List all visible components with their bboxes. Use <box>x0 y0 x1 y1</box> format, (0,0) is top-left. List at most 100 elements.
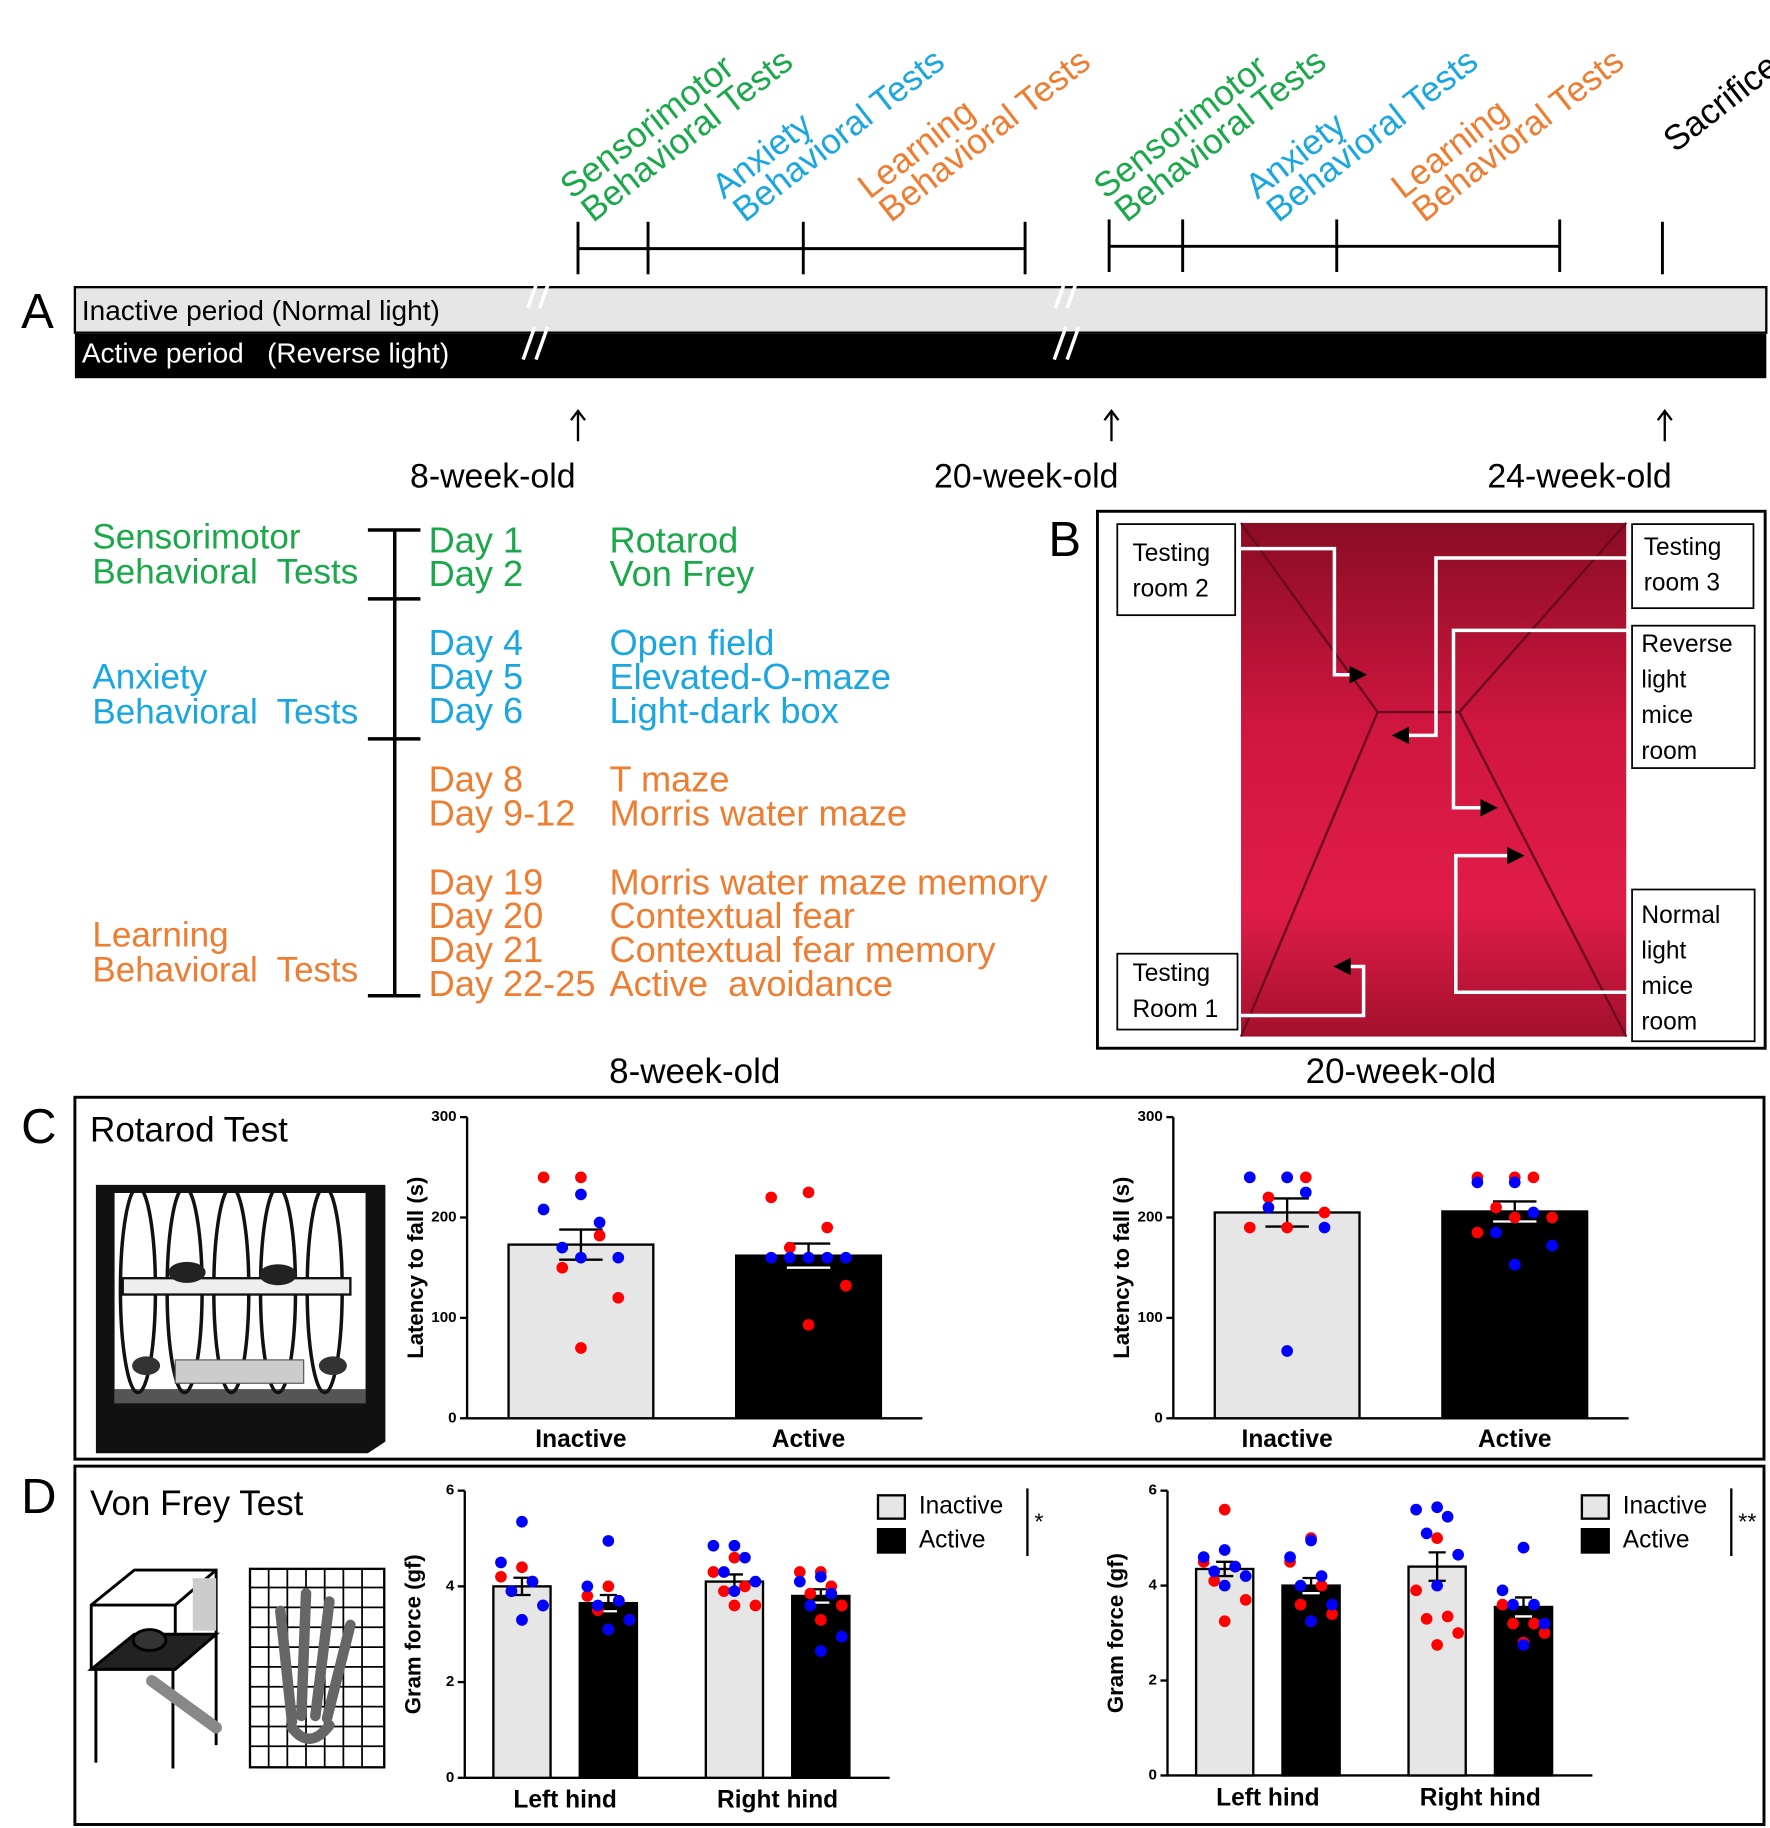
data-point <box>835 1630 848 1643</box>
photo-label: mice <box>1641 973 1693 1000</box>
callout-lines <box>1235 546 1633 1018</box>
photo-label: light <box>1641 667 1686 694</box>
data-point <box>802 1319 815 1331</box>
data-point <box>1294 1598 1307 1611</box>
x-tick-label: Active <box>1478 1426 1552 1453</box>
data-point <box>1431 1579 1443 1592</box>
legend-swatch <box>876 1528 907 1554</box>
photo-label: room <box>1641 738 1697 765</box>
data-point <box>602 1623 615 1636</box>
significance-label: * <box>1034 1509 1043 1535</box>
data-point <box>793 1566 806 1578</box>
timeline: Inactive period (Normal light) Active pe… <box>73 219 1768 442</box>
bar <box>507 1243 655 1420</box>
y-tick-label: 200 <box>1138 1208 1163 1225</box>
panel-label: D <box>21 1470 56 1524</box>
data-point <box>1281 1345 1293 1357</box>
schedule-test: Elevated-O-maze <box>610 656 891 697</box>
schedule-day: Day 2 <box>429 553 523 594</box>
data-point <box>495 1556 507 1569</box>
data-point <box>707 1566 720 1578</box>
rotarod-illustration <box>95 1184 386 1454</box>
data-point <box>1517 1541 1530 1554</box>
panel-d-frame <box>73 1464 1766 1826</box>
schedule-day: Day 4 <box>429 622 523 663</box>
active-label: Active period (Reverse light) <box>82 337 449 368</box>
hallway-photo <box>1241 522 1627 1037</box>
data-point <box>707 1539 720 1552</box>
schedule-group-name: Behavioral Tests <box>92 553 358 592</box>
data-point <box>1490 1201 1502 1214</box>
x-tick-label: Right hind <box>717 1787 838 1814</box>
data-point <box>495 1570 507 1583</box>
data-point <box>804 1599 817 1612</box>
data-point <box>556 1261 569 1274</box>
data-point <box>804 1587 817 1600</box>
data-point <box>612 1251 625 1264</box>
data-point <box>537 1599 549 1612</box>
data-point <box>1441 1510 1454 1523</box>
data-point <box>1326 1598 1338 1611</box>
data-point <box>840 1251 852 1264</box>
y-axis-label: Latency to fall (s) <box>403 1177 428 1359</box>
legend-swatch <box>1580 1528 1610 1554</box>
y-tick-label: 6 <box>446 1482 454 1499</box>
data-point <box>728 1551 741 1564</box>
y-tick-label: 2 <box>1149 1672 1157 1689</box>
data-point <box>1243 1221 1256 1234</box>
data-point <box>814 1570 827 1583</box>
y-tick-label: 0 <box>446 1769 454 1786</box>
y-tick-label: 0 <box>448 1409 456 1426</box>
bar <box>1213 1211 1361 1420</box>
schedule-group-name: Behavioral Tests <box>92 951 358 990</box>
data-point <box>835 1599 848 1612</box>
data-point <box>1305 1534 1317 1547</box>
test-title: Von Frey Test <box>90 1484 304 1523</box>
data-point <box>1452 1627 1464 1639</box>
y-tick-label: 0 <box>1154 1409 1162 1426</box>
y-tick-label: 0 <box>1149 1766 1157 1783</box>
photo-label: Normal <box>1641 902 1720 929</box>
data-point <box>784 1241 796 1254</box>
data-point <box>1528 1598 1540 1611</box>
age-label: 24-week-old <box>1487 458 1671 496</box>
data-point <box>1527 1206 1540 1219</box>
data-point <box>556 1241 569 1254</box>
photo-label: room 2 <box>1132 576 1208 603</box>
data-point <box>1496 1584 1509 1597</box>
data-point <box>1471 1226 1484 1239</box>
data-point <box>1281 1221 1293 1234</box>
y-tick-label: 4 <box>1149 1577 1158 1594</box>
data-point <box>1538 1617 1551 1630</box>
data-point <box>1239 1593 1252 1606</box>
data-point <box>1420 1612 1433 1625</box>
data-point <box>814 1614 827 1626</box>
age-arrows <box>570 408 1673 442</box>
photo-label: room <box>1641 1009 1697 1036</box>
data-point <box>1508 1258 1521 1271</box>
data-point <box>1218 1615 1231 1628</box>
legend-label: Active <box>919 1526 986 1553</box>
data-point <box>765 1191 778 1204</box>
data-point <box>593 1229 606 1242</box>
significance-label: ** <box>1738 1509 1756 1535</box>
photo-label: Testing <box>1644 534 1722 561</box>
y-axis-label: Latency to fall (s) <box>1109 1177 1134 1359</box>
data-point <box>602 1580 615 1593</box>
test-title: Rotarod Test <box>90 1111 288 1150</box>
data-point <box>1452 1548 1464 1561</box>
chart-title: 20-week-old <box>1306 1052 1497 1091</box>
age-label: 20-week-old <box>934 458 1118 496</box>
data-point <box>1431 1532 1443 1544</box>
age-label: 8-week-old <box>410 458 576 496</box>
schedule-day: Day 9-12 <box>429 793 576 834</box>
photo-label: light <box>1641 937 1686 964</box>
data-point <box>1262 1191 1275 1204</box>
schedule-day: Day 8 <box>429 759 523 800</box>
legend-label: Inactive <box>919 1492 1003 1519</box>
photo-label: Testing <box>1132 960 1210 987</box>
data-point <box>793 1575 806 1588</box>
schedule-test: Light-dark box <box>610 690 839 731</box>
data-point <box>612 1291 625 1304</box>
